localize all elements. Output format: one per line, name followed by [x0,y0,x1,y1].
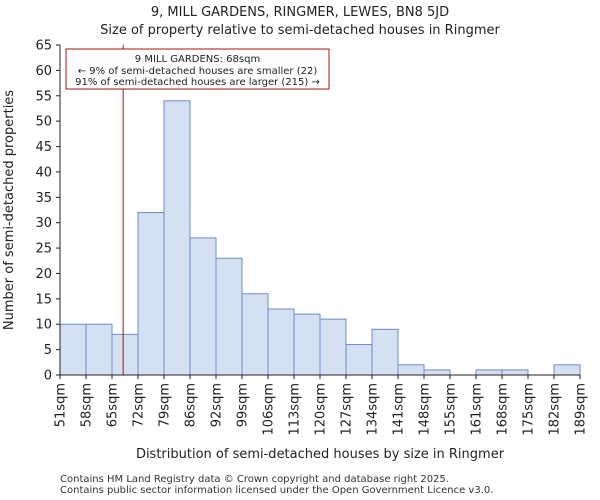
footer-line-1: Contains HM Land Registry data © Crown c… [60,474,449,485]
x-tick-label: 51sqm [54,383,69,427]
bars-group [59,100,581,376]
x-tick-label: 113sqm [288,383,303,436]
y-tick-label: 35 [35,191,52,206]
x-tick-label: 86sqm [184,383,199,427]
y-tick-label: 50 [35,115,52,130]
x-tick-label: 120sqm [314,383,329,436]
bar-51sqm [59,323,87,376]
x-tick-label: 155sqm [444,383,459,436]
x-tick-label: 58sqm [80,383,95,427]
y-tick-label: 5 [44,343,52,358]
annotation-box: 9 MILL GARDENS: 68sqm ← 9% of semi-detac… [65,48,330,90]
y-tick-label: 0 [44,369,52,384]
y-tick-label: 10 [35,318,52,333]
x-tick-label: 148sqm [418,383,433,436]
x-tick-label: 79sqm [158,383,173,427]
bar-86sqm [189,237,217,376]
chart-title: 9, MILL GARDENS, RINGMER, LEWES, BN8 5JD [150,5,450,20]
x-tick-label: 175sqm [522,383,537,436]
bar-79sqm [163,100,191,376]
bar-148sqm [423,369,451,376]
histogram-chart: 0 5 10 15 20 25 30 35 40 45 50 55 60 65 51sqm 58sqm 65sq… [2,39,589,463]
annotation-line-1: 9 MILL GARDENS: 68sqm [135,54,260,65]
bar-120sqm [319,318,347,376]
x-axis-label: Distribution of semi-detached houses by … [136,447,505,462]
bar-92sqm [215,257,243,376]
bar-58sqm [85,323,113,376]
bar-182sqm [553,364,581,376]
x-tick-label: 106sqm [262,383,277,436]
footer-line-2: Contains public sector information licen… [60,485,494,496]
bar-106sqm [267,308,295,376]
x-tick-label: 92sqm [210,383,225,427]
x-tick-label: 141sqm [392,383,407,436]
annotation-border [65,48,330,90]
annotation-line-3: 91% of semi-detached houses are larger (… [75,77,320,88]
bar-127sqm [345,344,373,376]
y-tick-label: 65 [35,39,52,54]
axes-group: 0 5 10 15 20 25 30 35 40 45 50 55 60 65 51sqm 58sqm 65sq… [35,39,588,436]
y-axis-label: Number of semi-detached properties [2,90,17,330]
chart-subtitle: Size of property relative to semi-detach… [100,23,500,38]
bar-99sqm [241,293,269,376]
x-tick-label: 168sqm [496,383,511,436]
y-tick-label: 55 [35,89,52,104]
x-tick-label: 161sqm [470,383,485,436]
bar-113sqm [293,313,321,376]
bar-134sqm [371,328,399,376]
y-tick-label: 40 [35,165,52,180]
x-tick-label: 189sqm [574,383,589,436]
y-tick-label: 60 [35,64,52,79]
bar-72sqm [137,212,165,376]
y-tick-label: 20 [35,267,52,282]
x-tick-label: 134sqm [366,383,381,436]
bar-168sqm [501,369,529,376]
x-tick-label: 65sqm [106,383,121,427]
annotation-line-2: ← 9% of semi-detached houses are smaller… [78,66,318,77]
x-tick-label: 127sqm [340,383,355,436]
x-tick-label: 99sqm [236,383,251,427]
bar-161sqm [475,369,503,376]
x-tick-label: 182sqm [548,383,563,436]
bar-65sqm [111,333,139,376]
y-tick-label: 30 [35,216,52,231]
y-tick-label: 15 [35,292,52,307]
y-tick-label: 45 [35,140,52,155]
y-tick-label: 25 [35,242,52,257]
x-tick-label: 72sqm [132,383,147,427]
bar-141sqm [397,364,425,376]
